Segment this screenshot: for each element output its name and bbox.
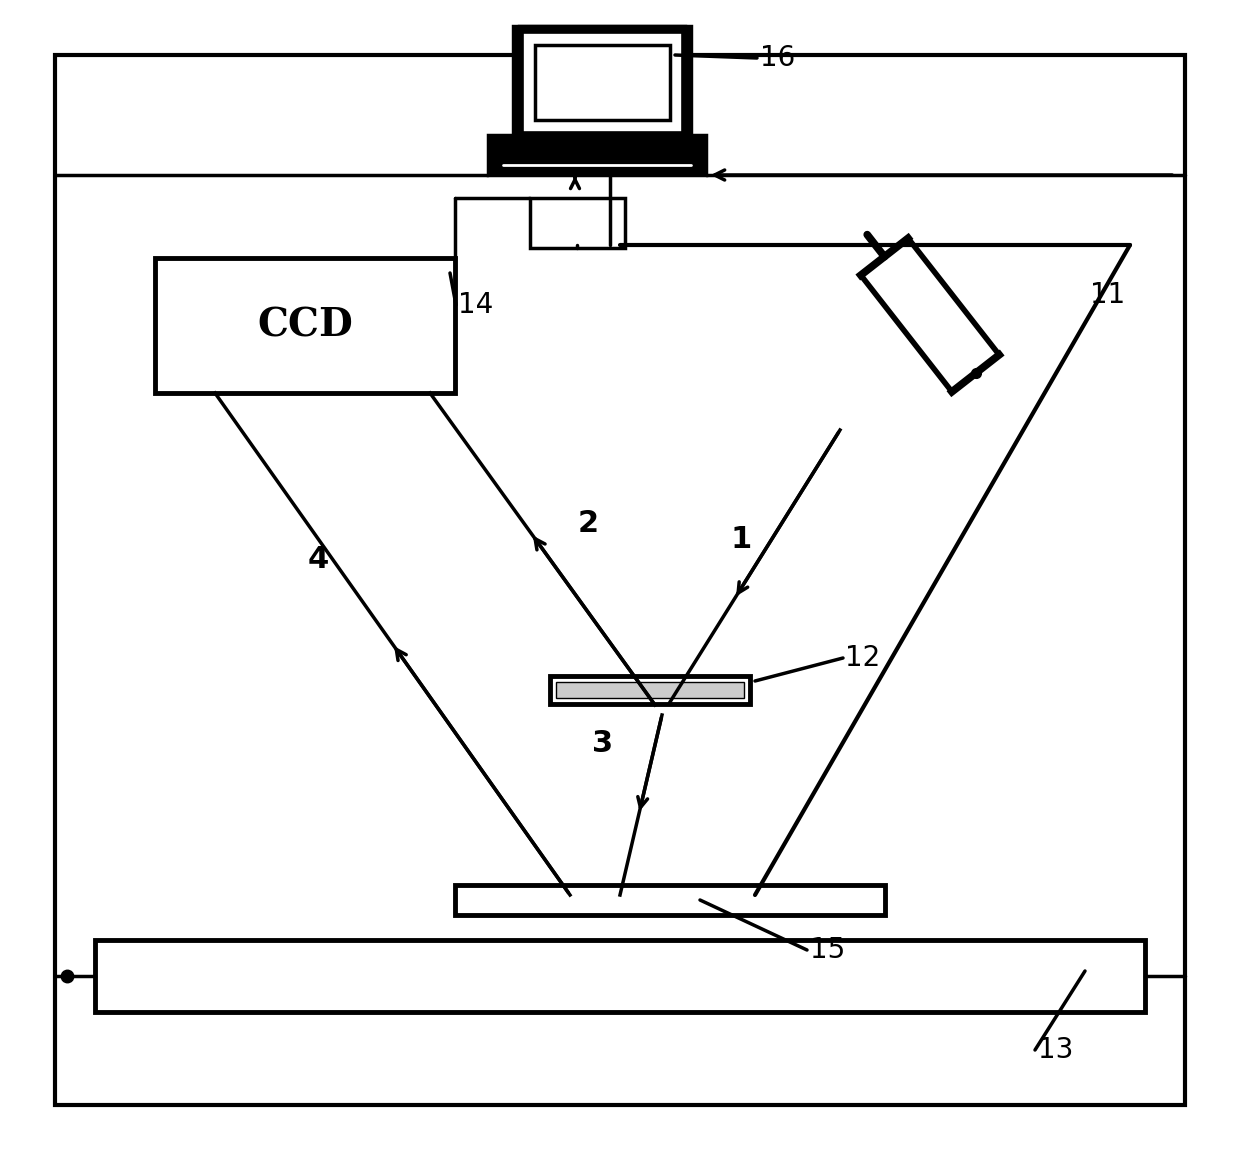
Bar (95, 940, 1145, 1012)
Bar (556, 682, 744, 698)
Text: CCD: CCD (257, 306, 353, 344)
Text: 15: 15 (810, 936, 846, 964)
Text: 12: 12 (844, 644, 880, 672)
Text: 3: 3 (591, 729, 613, 758)
Polygon shape (861, 238, 999, 392)
Bar (551, 676, 750, 704)
Bar (155, 258, 455, 393)
Text: 16: 16 (760, 44, 795, 72)
Bar (455, 885, 885, 916)
Bar (520, 30, 684, 135)
Text: 11: 11 (1090, 281, 1125, 309)
Bar (517, 30, 682, 135)
Bar (520, 30, 684, 135)
Bar (529, 198, 625, 249)
Polygon shape (515, 135, 689, 153)
Text: 4: 4 (308, 544, 330, 575)
Polygon shape (489, 135, 706, 175)
Text: 1: 1 (730, 525, 751, 554)
Text: 14: 14 (458, 291, 494, 319)
Bar (523, 30, 688, 135)
Text: 13: 13 (1038, 1036, 1074, 1064)
Text: 2: 2 (578, 509, 599, 538)
Bar (534, 45, 670, 120)
